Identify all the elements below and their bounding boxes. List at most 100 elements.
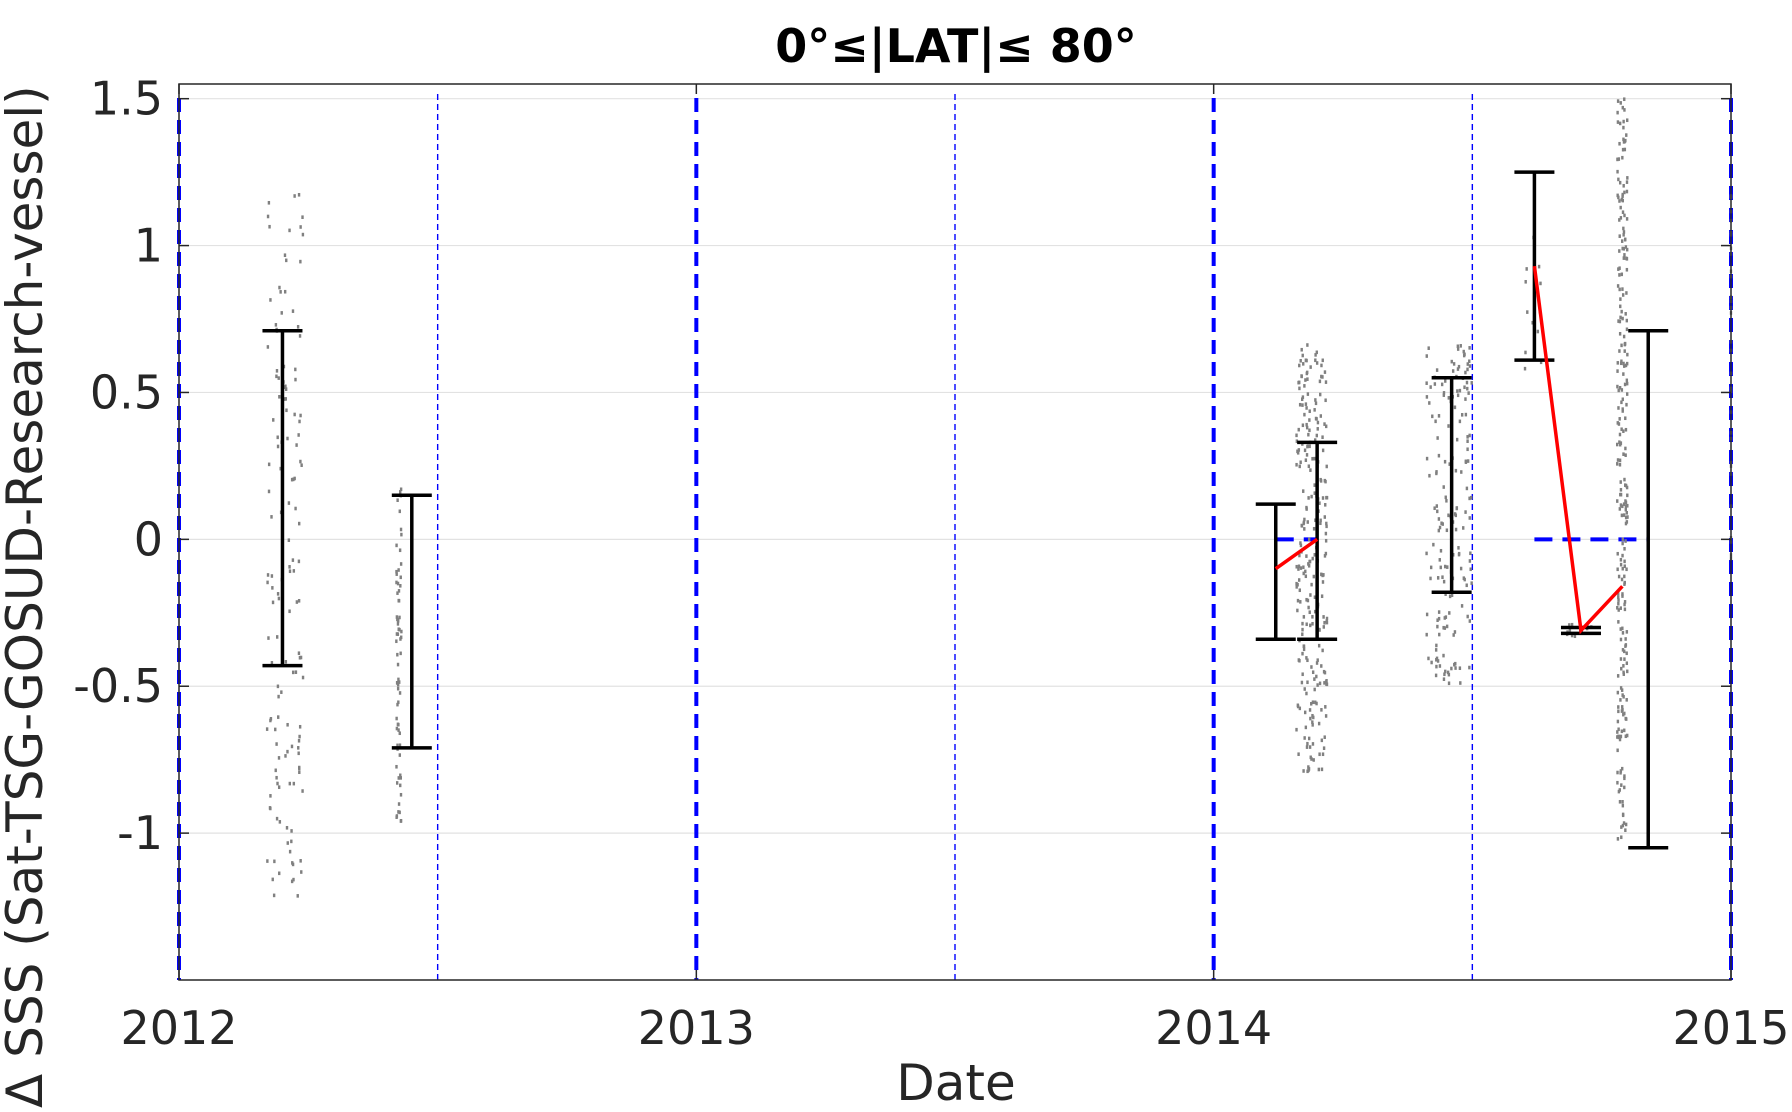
data-point (1622, 232, 1625, 237)
data-point (267, 462, 271, 467)
data-point (395, 615, 399, 619)
data-point (1536, 329, 1540, 334)
data-point (1441, 575, 1444, 579)
data-point (1313, 491, 1316, 495)
data-point (1300, 397, 1304, 402)
data-point (1621, 631, 1625, 635)
data-point (290, 879, 294, 884)
data-point (1524, 279, 1527, 284)
data-point (1298, 588, 1301, 593)
data-point (1623, 546, 1626, 551)
data-point (1302, 362, 1305, 366)
data-point (297, 738, 301, 743)
data-point (1623, 341, 1627, 346)
data-point (1620, 729, 1624, 734)
data-point (1624, 539, 1627, 543)
data-point (1299, 566, 1303, 570)
y-tick-label: -1 (117, 806, 163, 860)
data-point (1436, 618, 1439, 623)
data-point (1324, 538, 1328, 543)
data-point (1625, 291, 1628, 295)
data-point (1321, 448, 1325, 453)
data-point (1622, 712, 1625, 717)
data-point (1618, 218, 1621, 222)
data-point (1623, 649, 1626, 654)
data-point (1425, 381, 1428, 385)
data-point (1620, 239, 1624, 243)
data-point (1308, 428, 1311, 433)
data-point (269, 718, 272, 723)
data-point (1320, 664, 1323, 668)
data-point (1622, 119, 1625, 124)
data-point (1621, 705, 1624, 709)
data-point (1314, 358, 1317, 363)
data-point (1306, 392, 1310, 396)
data-point (1618, 458, 1622, 463)
data-point (1616, 770, 1619, 775)
data-point (1539, 281, 1542, 286)
data-point (1462, 349, 1465, 354)
data-point (272, 418, 275, 422)
data-point (1625, 133, 1628, 137)
data-point (1616, 120, 1620, 124)
data-point (1299, 358, 1302, 363)
data-point (284, 660, 288, 664)
data-point (268, 806, 272, 810)
data-point (1620, 835, 1623, 840)
data-point (1311, 556, 1314, 561)
data-point (1620, 783, 1623, 787)
data-point (1625, 661, 1629, 666)
data-point (1446, 670, 1450, 675)
data-point (270, 515, 273, 519)
data-point (1313, 483, 1316, 487)
data-point (275, 369, 279, 373)
data-point (1320, 708, 1323, 712)
data-point (1314, 398, 1317, 402)
data-point (1621, 287, 1624, 291)
data-point (283, 385, 287, 390)
data-point (398, 731, 401, 736)
data-point (1462, 526, 1465, 530)
data-point (1618, 385, 1622, 390)
data-point (1456, 367, 1460, 371)
y-tick-label: 1.5 (90, 72, 163, 126)
data-point (1441, 522, 1444, 526)
data-point (274, 323, 278, 327)
data-point (1432, 542, 1435, 547)
data-point (1621, 803, 1625, 808)
data-point (1617, 601, 1620, 606)
data-point (1619, 361, 1623, 366)
data-point (1305, 745, 1309, 749)
data-point (1435, 504, 1439, 508)
data-point (1464, 370, 1467, 375)
data-point (1311, 614, 1314, 619)
data-point (1442, 653, 1445, 658)
data-point (296, 894, 299, 898)
data-point (1619, 698, 1622, 702)
data-point (1304, 725, 1308, 730)
data-point (1622, 672, 1625, 676)
data-point (1309, 468, 1312, 472)
data-point (1617, 177, 1620, 182)
mean-lines (1274, 265, 1624, 635)
data-point (1307, 496, 1310, 500)
data-point (1306, 343, 1309, 347)
data-point (1296, 449, 1299, 454)
data-point (1436, 624, 1439, 629)
data-point (400, 629, 403, 634)
data-point (1306, 658, 1309, 663)
data-point (1321, 648, 1324, 653)
data-point (1459, 681, 1462, 685)
data-point (1624, 828, 1627, 832)
data-point (1298, 402, 1302, 407)
data-point (1621, 594, 1624, 598)
data-point (1616, 780, 1619, 785)
data-point (1303, 448, 1307, 453)
data-point (1313, 609, 1317, 614)
data-point (399, 783, 402, 788)
data-point (1568, 623, 1571, 627)
data-point (399, 792, 403, 797)
data-point (1466, 439, 1469, 444)
data-point (1309, 593, 1312, 597)
data-point (1297, 567, 1300, 571)
